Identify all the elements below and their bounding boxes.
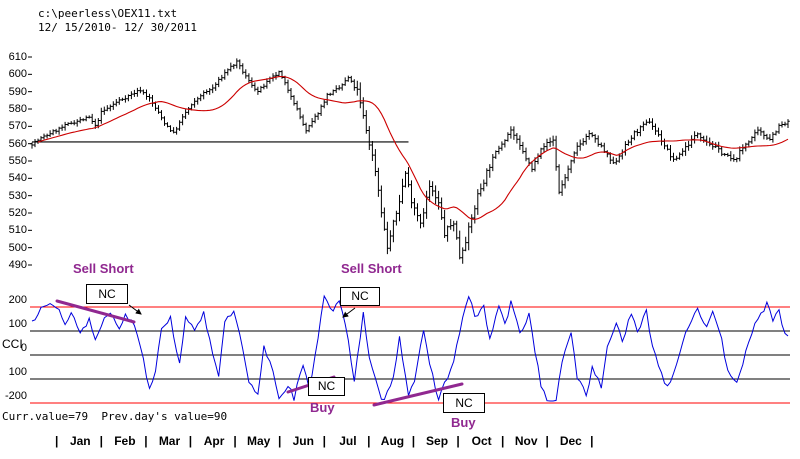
month-separator: | — [233, 434, 237, 448]
month-label-may: May — [247, 434, 271, 448]
price-axis-label: 570 — [8, 120, 27, 133]
price-axis-label: 500 — [8, 241, 27, 254]
month-separator: | — [55, 434, 59, 448]
cci-panel-title: CCI — [2, 337, 23, 351]
cci-axis-label: 200 — [8, 294, 27, 306]
signal-label-sell-short: Sell Short — [73, 261, 134, 276]
nc-box: NC — [308, 377, 345, 396]
month-label-nov: Nov — [514, 434, 538, 448]
month-label-sep: Sep — [426, 434, 449, 448]
month-label-mar: Mar — [158, 434, 181, 448]
month-separator: | — [456, 434, 460, 448]
month-separator: | — [99, 434, 103, 448]
price-axis-label: 600 — [8, 68, 27, 81]
signal-label-buy: Buy — [310, 400, 335, 415]
nc-box: NC — [443, 393, 485, 413]
month-separator: | — [545, 434, 549, 448]
nc-box: NC — [86, 284, 128, 304]
month-label-dec: Dec — [559, 434, 582, 448]
month-label-jul: Jul — [339, 434, 357, 448]
month-label-aug: Aug — [380, 434, 405, 448]
file-path: c:\peerless\OEX11.txt — [38, 7, 178, 20]
cci-axis-label: 100 — [8, 366, 27, 378]
month-label-feb: Feb — [114, 434, 136, 448]
price-axis-label: 610 — [8, 51, 27, 63]
price-axis-label: 590 — [8, 85, 27, 98]
month-separator: | — [590, 434, 594, 448]
status-line: Curr.value=79 Prev.day's value=90 — [2, 410, 228, 423]
price-axis-label: 510 — [8, 224, 27, 237]
month-separator: | — [322, 434, 326, 448]
signal-label-sell-short: Sell Short — [341, 261, 402, 276]
price-axis-label: 560 — [8, 137, 27, 150]
price-axis-label: 490 — [8, 259, 27, 271]
price-axis-label: 530 — [8, 189, 27, 202]
month-separator: | — [188, 434, 193, 448]
cci-axis-label: 0 — [20, 342, 27, 354]
cci-axis-label: -200 — [4, 390, 27, 402]
month-separator: | — [500, 434, 505, 448]
month-separator: | — [277, 434, 282, 448]
month-separator: | — [411, 434, 416, 448]
cci-axis-label: 100 — [8, 318, 27, 330]
month-label-jan: Jan — [69, 434, 91, 448]
months-axis: | Jan | Feb | Mar | Apr | May | Jun | Jul | Aug | Sep | Oct… — [55, 434, 596, 450]
month-separator: | — [144, 434, 148, 448]
price-axis-label: 540 — [8, 172, 27, 185]
month-separator: | — [367, 434, 371, 448]
price-axis-label: 520 — [8, 207, 27, 219]
price-axis-label: 580 — [8, 103, 27, 115]
nc-box: NC — [340, 287, 380, 306]
price-axis-label: 550 — [8, 155, 27, 167]
month-label-oct: Oct — [471, 434, 492, 448]
month-label-jun: Jun — [292, 434, 314, 448]
signal-label-buy: Buy — [451, 415, 476, 430]
date-range: 12/ 15/2010- 12/ 30/2011 — [38, 21, 197, 34]
month-label-apr: Apr — [203, 434, 225, 448]
